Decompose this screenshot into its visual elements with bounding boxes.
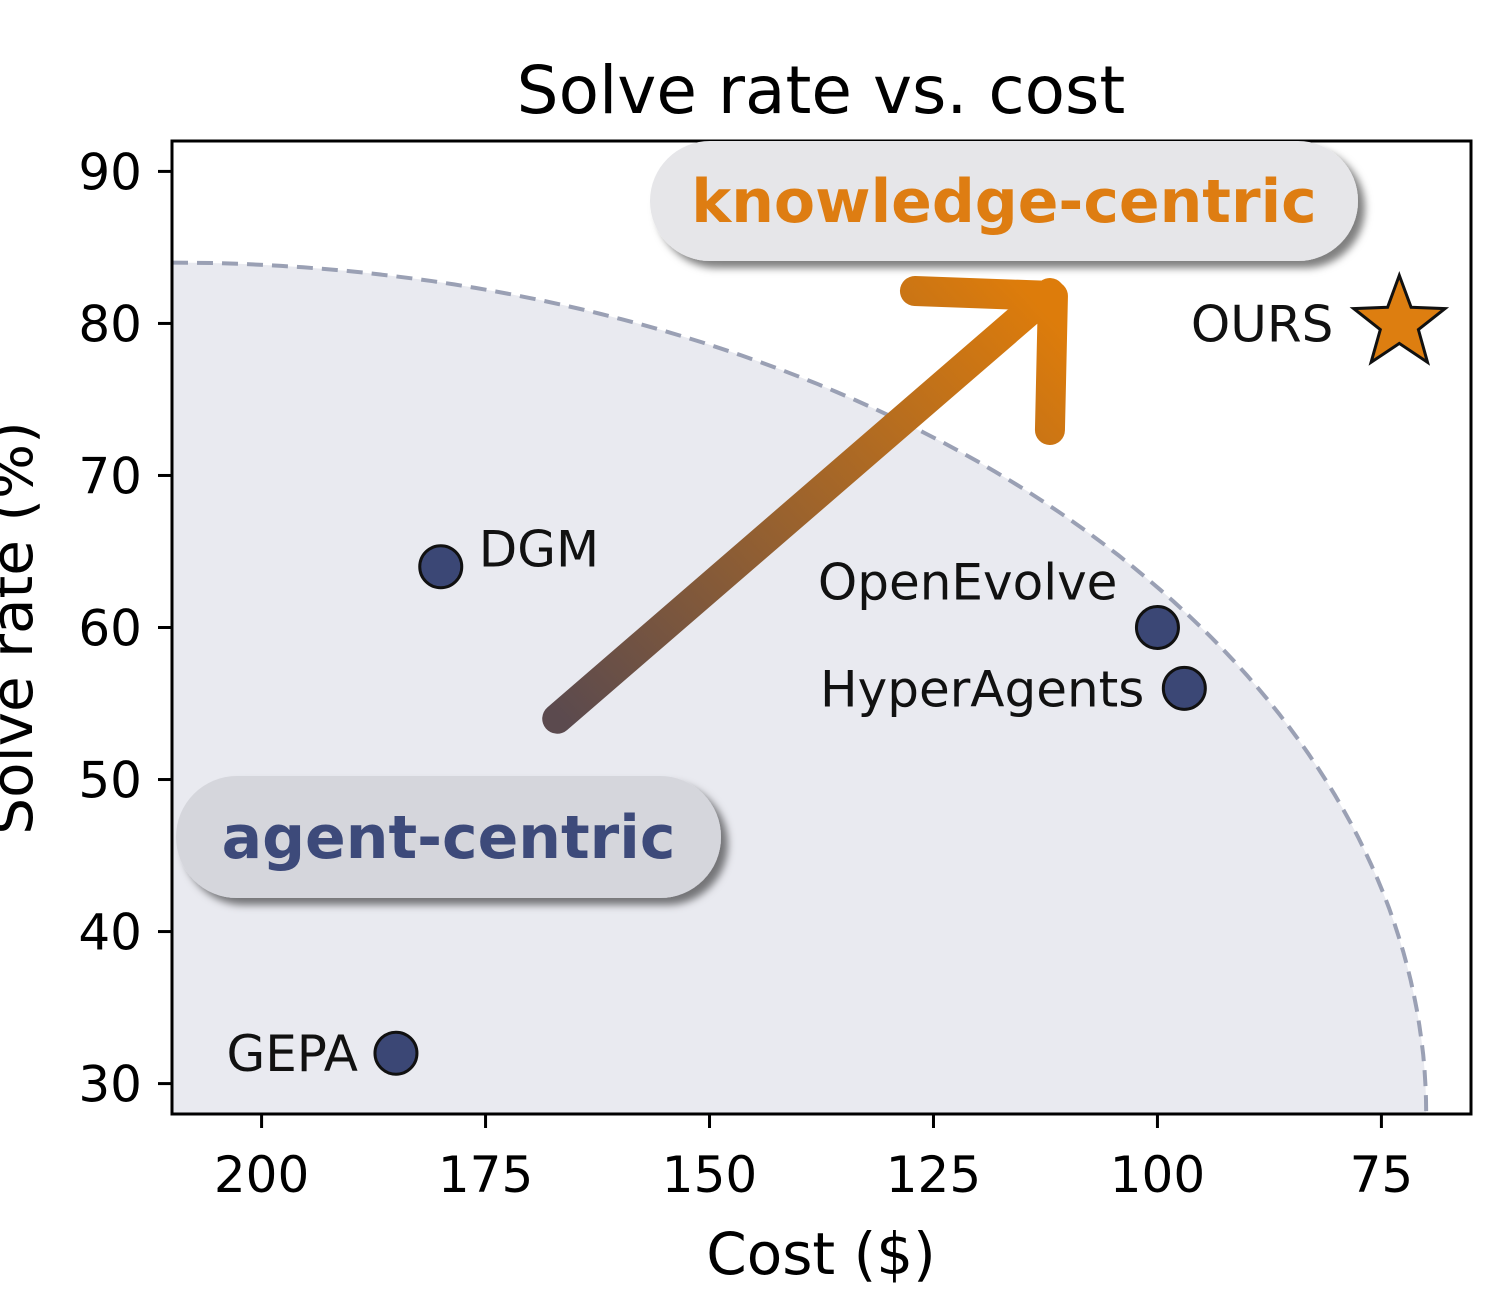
y-axis-label: Solve rate (%) <box>0 421 46 834</box>
point-label-openevolve: OpenEvolve <box>818 554 1118 612</box>
point-label-hyperagents: HyperAgents <box>820 660 1144 718</box>
y-tick-label: 60 <box>78 600 142 658</box>
y-tick-label: 90 <box>78 143 142 201</box>
trend-arrow <box>542 276 1068 734</box>
knowledge-centric-badge-background <box>650 141 1358 261</box>
x-tick-label: 100 <box>1110 1146 1205 1204</box>
point-ours-star <box>1349 271 1450 366</box>
knowledge-centric-badge: knowledge-centric <box>650 141 1358 261</box>
knowledge-centric-badge-text: knowledge-centric <box>691 167 1316 237</box>
trend-arrow-shaft <box>542 276 1068 734</box>
point-dgm <box>418 544 464 590</box>
agent-centric-badge: agent-centric <box>176 776 721 898</box>
x-tick-label: 150 <box>662 1146 757 1204</box>
y-tick-label: 80 <box>78 295 142 353</box>
x-tick-label: 75 <box>1350 1146 1414 1204</box>
x-tick-label: 200 <box>214 1146 309 1204</box>
y-tick-label: 30 <box>78 1056 142 1114</box>
agent-centric-badge-background <box>176 776 721 898</box>
x-tick-label: 125 <box>886 1146 981 1204</box>
point-gepa <box>373 1030 419 1076</box>
y-tick-label: 40 <box>78 904 142 962</box>
x-tick-label: 175 <box>438 1146 533 1204</box>
point-label-ours: OURS <box>1191 295 1333 353</box>
y-tick-label: 70 <box>78 447 142 505</box>
point-label-dgm: DGM <box>479 521 599 579</box>
frontier-dashed-line <box>172 260 1429 1114</box>
agent-centric-badge-text: agent-centric <box>222 803 676 873</box>
point-label-gepa: GEPA <box>226 1025 358 1083</box>
chart-title: Solve rate vs. cost <box>517 52 1126 129</box>
point-hyperagents <box>1161 665 1207 711</box>
x-axis-label: Cost ($) <box>706 1220 936 1288</box>
point-openevolve <box>1134 605 1180 650</box>
y-tick-label: 50 <box>78 752 142 810</box>
frontier-region <box>172 262 1427 1114</box>
